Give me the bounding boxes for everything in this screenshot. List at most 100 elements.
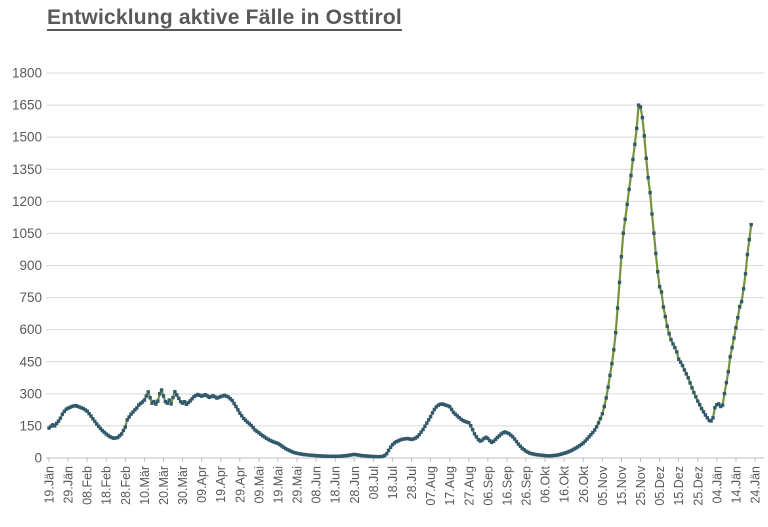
data-point-marker [303, 452, 307, 457]
data-point-marker [625, 202, 629, 206]
data-point-marker [398, 438, 402, 442]
data-point-marker [211, 394, 215, 398]
data-point-marker [518, 444, 522, 448]
data-point-marker [112, 436, 116, 440]
x-tick-label: 18.Jul [386, 466, 400, 499]
data-point-marker [194, 393, 198, 398]
data-point-marker [297, 452, 301, 456]
data-point-marker [543, 453, 547, 458]
data-point-marker [83, 408, 87, 412]
data-point-marker [633, 142, 637, 147]
x-tick-label: 18.Feb [100, 466, 114, 505]
data-point-marker [600, 412, 605, 416]
data-point-marker [438, 402, 442, 406]
data-point-marker [91, 417, 95, 421]
data-point-marker [79, 406, 84, 410]
data-point-marker [75, 404, 80, 408]
data-point-marker [70, 404, 74, 409]
data-point-marker [619, 255, 624, 259]
data-point-marker [650, 212, 654, 216]
data-point-marker [243, 418, 248, 422]
data-point-marker [138, 401, 143, 406]
data-point-marker [251, 426, 255, 430]
data-point-marker [448, 405, 452, 409]
data-point-marker [348, 453, 353, 457]
data-point-marker [428, 415, 433, 419]
x-tick-label: 26.Okt [577, 465, 591, 502]
data-point-marker [585, 437, 589, 441]
data-point-marker [274, 441, 278, 445]
data-point-marker [497, 434, 501, 438]
y-tick-label: 0 [34, 451, 42, 466]
data-point-marker [175, 393, 179, 397]
data-point-marker [738, 305, 742, 309]
data-point-marker [739, 299, 744, 304]
data-point-marker [232, 401, 236, 406]
data-point-marker [440, 402, 444, 406]
data-point-marker [442, 402, 446, 407]
data-point-marker [724, 381, 729, 385]
data-point-marker [575, 445, 580, 449]
data-point-marker [261, 434, 265, 438]
data-point-marker [457, 415, 461, 420]
data-point-marker [121, 428, 126, 433]
data-point-marker [509, 433, 513, 437]
data-point-marker [322, 454, 326, 458]
data-point-marker [486, 436, 490, 441]
data-point-marker [161, 394, 166, 398]
data-point-marker [726, 370, 730, 374]
data-point-marker [226, 395, 231, 399]
data-point-marker [552, 453, 557, 458]
data-point-marker [100, 428, 105, 433]
data-point-marker [310, 453, 314, 457]
data-point-marker [356, 453, 360, 457]
data-point-marker [379, 454, 383, 459]
data-point-marker [629, 173, 633, 178]
data-point-marker [209, 394, 213, 399]
data-point-marker [163, 400, 168, 404]
x-tick-label: 24.Jän [749, 466, 763, 504]
data-point-marker [615, 306, 620, 310]
x-tick-label: 29.Mai [291, 466, 305, 504]
data-point-marker [572, 447, 576, 451]
data-point-marker [371, 454, 376, 459]
data-point-marker [392, 441, 397, 445]
data-point-marker [293, 451, 297, 455]
data-point-marker [470, 427, 475, 432]
data-point-marker [366, 454, 370, 458]
data-point-marker [699, 406, 704, 411]
data-point-marker [459, 417, 463, 421]
data-point-marker [400, 437, 404, 442]
x-tick-label: 04.Jän [710, 466, 724, 504]
data-point-marker [715, 403, 719, 407]
data-point-marker [465, 420, 469, 424]
data-point-marker [125, 418, 129, 422]
data-point-marker [602, 404, 606, 409]
data-point-marker [217, 395, 221, 400]
data-point-marker [407, 437, 412, 441]
data-point-marker [678, 360, 683, 364]
data-point-marker [511, 435, 515, 439]
data-point-marker [390, 443, 395, 447]
data-point-marker [499, 432, 503, 436]
data-point-marker [308, 453, 313, 457]
x-tick-label: 28.Jul [405, 466, 419, 499]
data-point-marker [375, 454, 379, 459]
x-tick-label: 05.Nov [596, 465, 610, 505]
data-point-marker [190, 397, 194, 401]
x-tick-label: 06.Okt [539, 465, 553, 502]
data-point-marker [154, 402, 158, 406]
data-point-marker [81, 406, 85, 411]
data-point-marker [325, 454, 330, 458]
data-point-marker [539, 453, 543, 457]
data-point-marker [419, 430, 423, 434]
data-point-marker [352, 452, 356, 457]
data-point-marker [222, 393, 227, 397]
data-point-marker [165, 401, 169, 405]
data-point-marker [110, 435, 114, 440]
data-point-marker [230, 398, 234, 403]
data-point-marker [680, 363, 685, 368]
data-point-marker [480, 438, 484, 442]
x-tick-label: 30.Mär [176, 466, 190, 505]
data-point-marker [671, 342, 675, 346]
